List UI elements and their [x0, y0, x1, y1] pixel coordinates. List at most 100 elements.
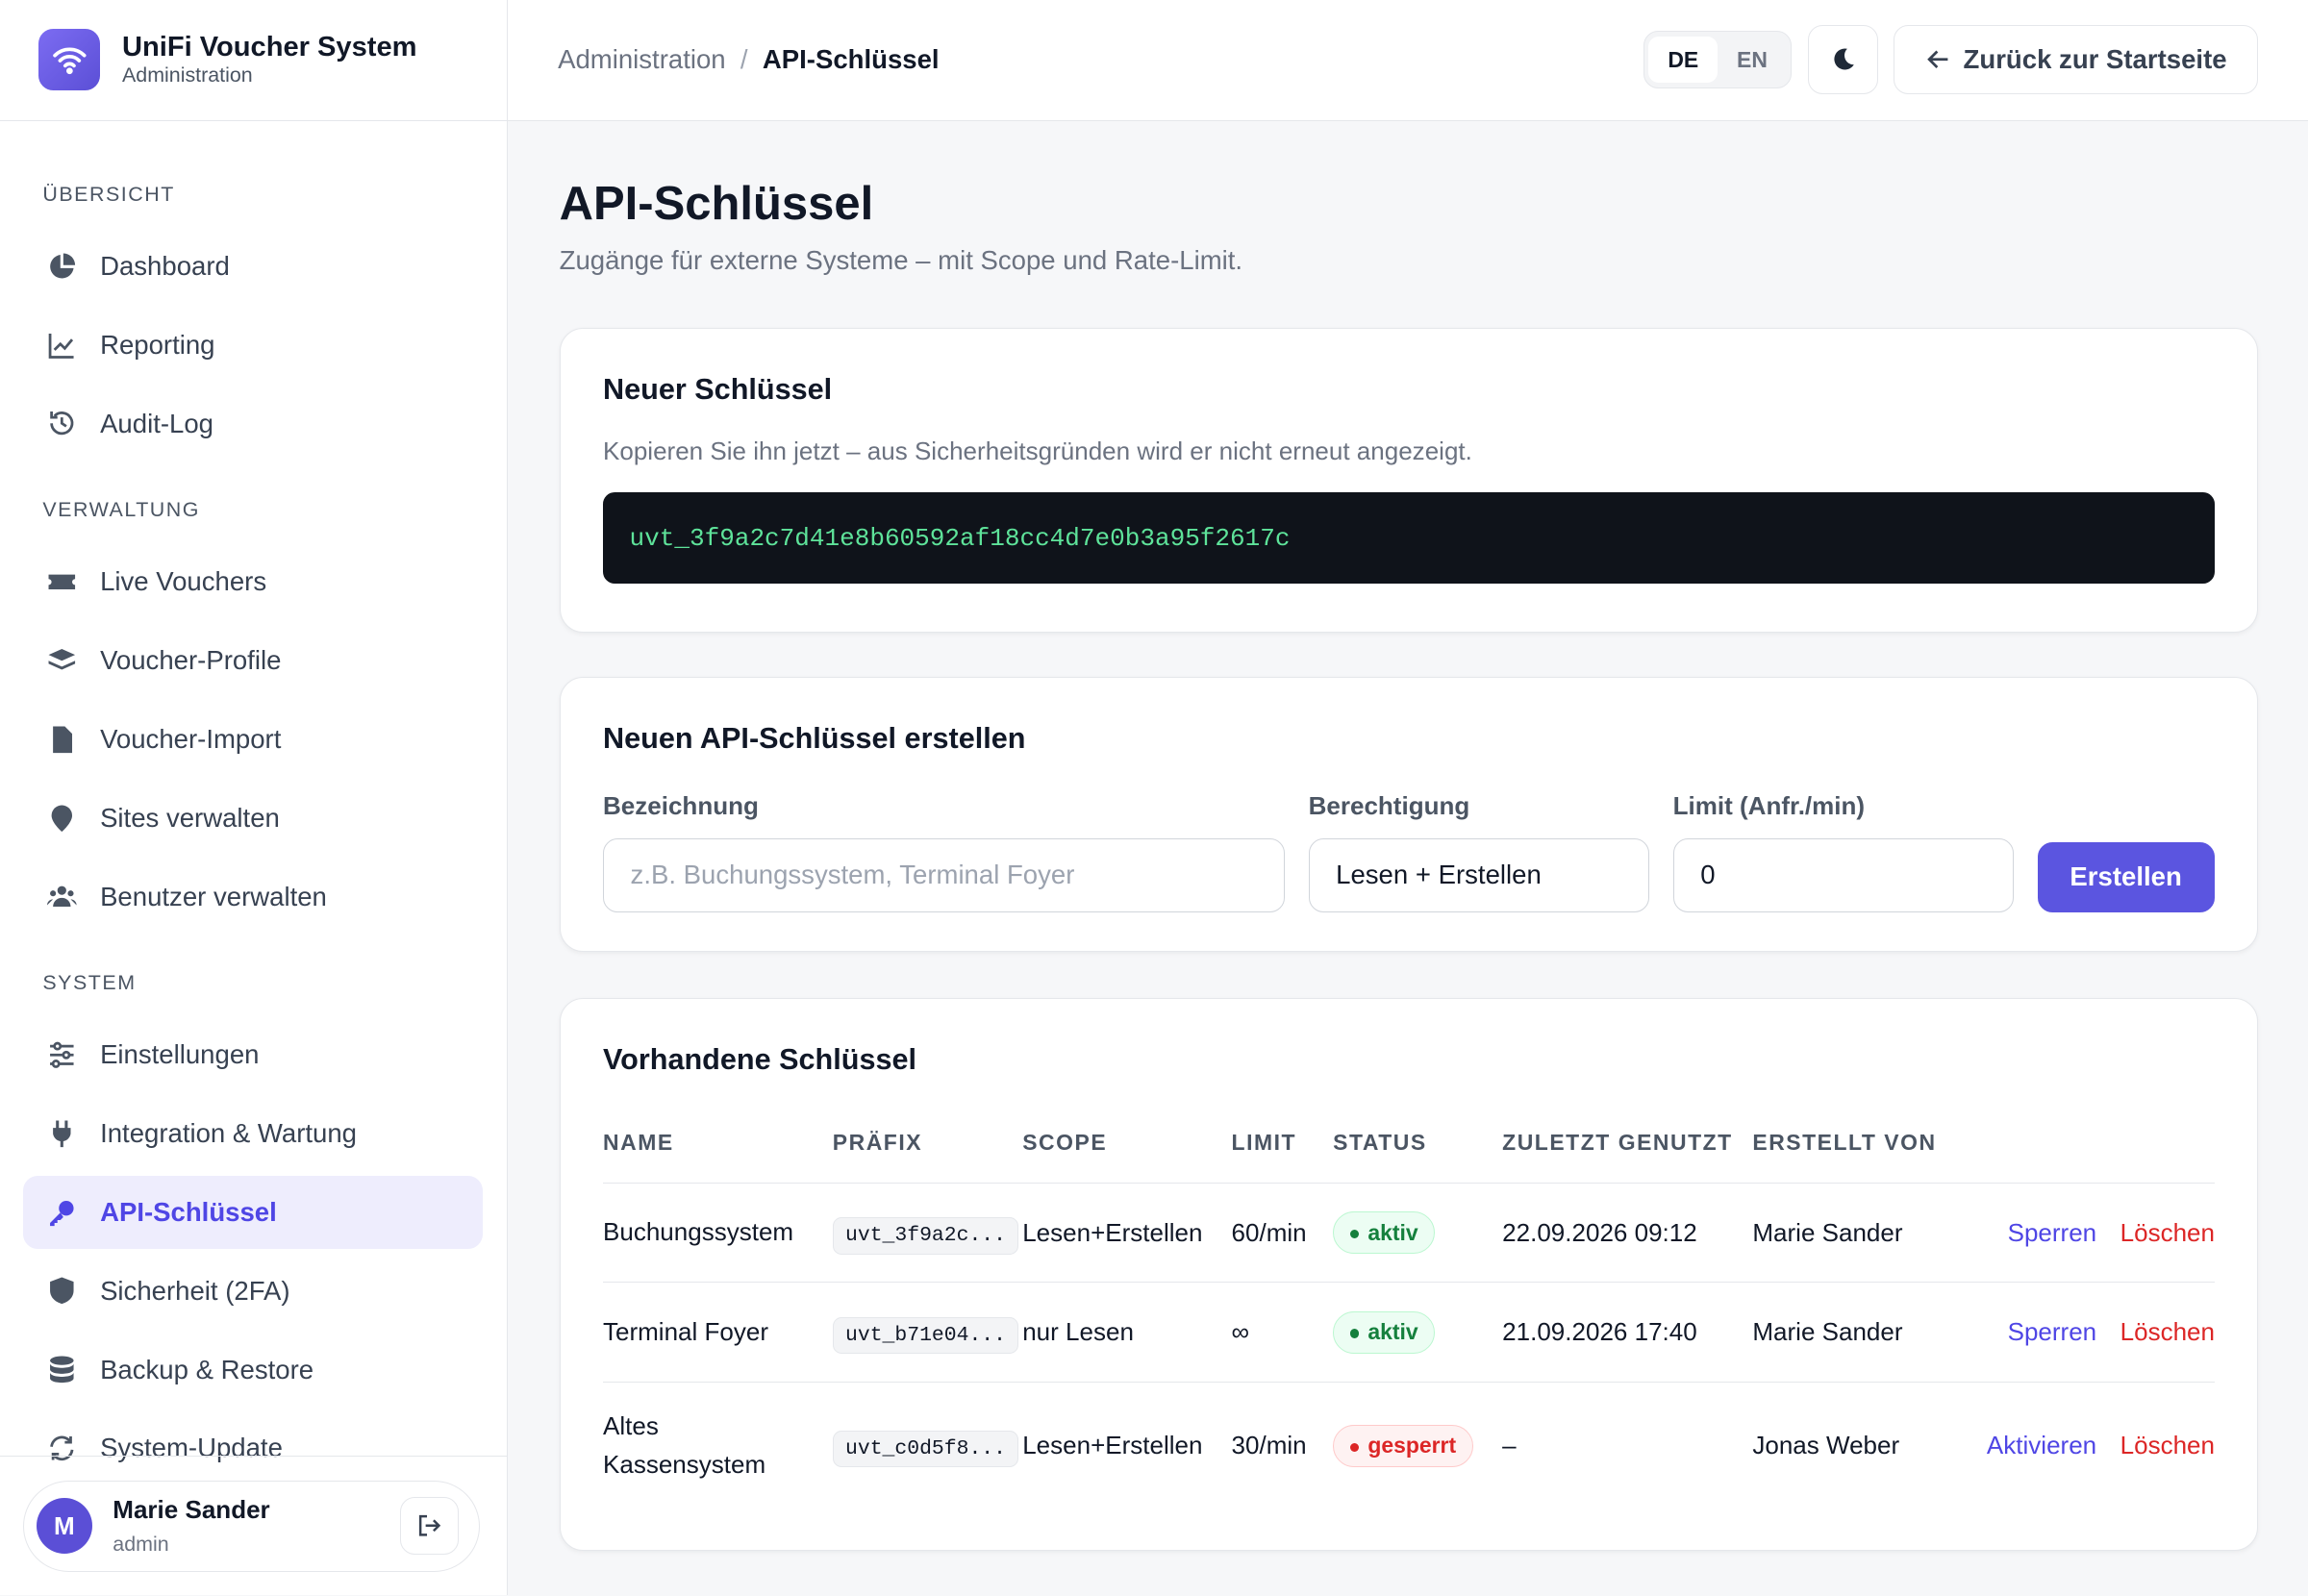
name-input[interactable]: z.B. Buchungssystem, Terminal Foyer — [603, 838, 1286, 912]
nav-label: Backup & Restore — [100, 1354, 314, 1384]
cell-actions: Aktivieren Löschen — [1944, 1382, 2215, 1509]
brand-title: UniFi Voucher System — [122, 32, 417, 63]
cell-actions: Sperren Löschen — [1944, 1282, 2215, 1383]
nav-label: Sites verwalten — [100, 802, 280, 833]
field-label: Limit (Anfr./min) — [1672, 790, 1866, 820]
divider — [0, 1455, 507, 1457]
cell-prefix: uvt_b71e04... — [832, 1282, 1023, 1383]
status-pill: aktiv — [1333, 1210, 1436, 1255]
scope-select[interactable]: Lesen + Erstellen — [1308, 838, 1650, 912]
cell-created-by: Marie Sander — [1752, 1282, 1944, 1383]
cell-limit: ∞ — [1231, 1282, 1334, 1383]
field-label: Bezeichnung — [603, 790, 759, 820]
language-switch: DE EN — [1643, 31, 1793, 89]
nav-item[interactable]: Backup & Restore — [23, 1333, 483, 1407]
nav-label: Integration & Wartung — [100, 1118, 358, 1149]
nav-item-active[interactable]: API-Schlüssel — [23, 1175, 484, 1250]
nav-item[interactable]: Sites verwalten — [23, 782, 483, 856]
nav-label: Voucher-Profile — [100, 645, 282, 676]
cell-status: aktiv — [1333, 1183, 1503, 1284]
nav-item[interactable]: Dashboard — [23, 230, 483, 304]
nav-item[interactable]: Voucher-Profile — [23, 624, 483, 698]
api-key[interactable]: uvt_3f9a2c7d41e8b60592af18cc4d7e0b3a95f2… — [603, 492, 2215, 585]
action-link[interactable]: Sperren — [2007, 1217, 2097, 1247]
user-role: admin — [113, 1533, 169, 1557]
logout-button[interactable] — [400, 1497, 459, 1556]
limit-input[interactable]: 0 — [1672, 838, 2015, 912]
card-note: Kopieren Sie ihn jetzt – aus Sicherheits… — [603, 436, 1472, 465]
lang-option[interactable]: DE — [1648, 37, 1718, 84]
card-heading: Vorhandene Schlüssel — [603, 1042, 917, 1076]
nav-item[interactable]: Sicherheit (2FA) — [23, 1254, 483, 1328]
cell-name: Buchungssystem — [603, 1183, 833, 1284]
cell-scope: nur Lesen — [1022, 1282, 1232, 1383]
theme-toggle[interactable] — [1808, 25, 1878, 95]
cell-created-by: Marie Sander — [1752, 1183, 1944, 1284]
column-header: ZULETZT GENUTZT — [1502, 1103, 1753, 1184]
column-header: SCOPE — [1022, 1103, 1232, 1184]
lang-option[interactable]: EN — [1737, 46, 1768, 72]
action-link[interactable]: Löschen — [2120, 1431, 2215, 1460]
cell-name: Altes Kassensystem — [603, 1410, 766, 1479]
status-pill: aktiv — [1333, 1310, 1436, 1354]
nav-item[interactable]: Reporting — [23, 309, 483, 383]
back-label: Zurück zur Startseite — [1963, 44, 2227, 75]
table-row: Altes Kassensystem uvt_c0d5f8... Lesen+Ers… — [603, 1382, 2215, 1509]
cell-prefix: uvt_3f9a2c... — [832, 1183, 1023, 1284]
cell-name: Terminal Foyer — [603, 1282, 833, 1383]
page-subtitle: Zugänge für externe Systeme – mit Scope … — [559, 244, 1243, 275]
action-link[interactable]: Aktivieren — [1986, 1431, 2097, 1460]
breadcrumb-current: API-Schlüssel — [762, 44, 940, 75]
cell-prefix: uvt_c0d5f8... — [832, 1382, 1022, 1509]
brand-subtitle: Administration — [122, 63, 253, 87]
nav-label: Benutzer verwalten — [100, 881, 327, 911]
keys-card: Vorhandene Schlüssel NAME PRÄFIX SCOPE LIMI… — [559, 997, 2258, 1552]
sidebar: UniFi Voucher System Administration ÜBERS… — [0, 0, 508, 1596]
nav-label: Reporting — [100, 329, 215, 360]
cell-last-used: 21.09.2026 17:40 — [1502, 1282, 1753, 1383]
nav-item[interactable]: Benutzer verwalten — [23, 860, 483, 934]
cell-scope: Lesen+Erstellen — [1022, 1431, 1203, 1460]
column-header: ERSTELLT VON — [1752, 1103, 1944, 1184]
nav-label: Sicherheit (2FA) — [100, 1275, 290, 1306]
prefix-badge: uvt_c0d5f8... — [832, 1431, 1019, 1468]
top-bar: Administration / API-Schlüssel DE EN Zurück… — [508, 0, 2308, 121]
cell-scope: Lesen+Erstellen — [1022, 1183, 1232, 1284]
nav-item[interactable]: Live Vouchers — [23, 545, 483, 619]
table-row: Terminal Foyer uvt_b71e04... nur Lesen ∞ akt… — [603, 1282, 2215, 1383]
cell-actions: Sperren Löschen — [1944, 1183, 2215, 1284]
nav-item[interactable]: System-Update — [23, 1411, 483, 1485]
avatar: M — [36, 1498, 92, 1555]
new-key-card: Neuer Schlüssel Kopieren Sie ihn jetzt –… — [559, 328, 2258, 634]
nav-item[interactable]: Integration & Wartung — [23, 1097, 483, 1171]
nav-label: Voucher-Import — [100, 723, 282, 754]
action-link[interactable]: Sperren — [2007, 1317, 2097, 1347]
keys-table: NAME PRÄFIX SCOPE LIMIT STATUS ZULETZT GENUTZ… — [603, 1103, 2215, 1509]
column-header: PRÄFIX — [832, 1103, 1023, 1184]
cell-status: gesperrt — [1333, 1382, 1502, 1509]
back-button[interactable]: Zurück zur Startseite — [1894, 25, 2258, 95]
status-pill: gesperrt — [1333, 1424, 1473, 1467]
user-name: Marie Sander — [113, 1495, 270, 1525]
cell-status: aktiv — [1333, 1282, 1503, 1383]
nav-label: Live Vouchers — [100, 566, 267, 597]
create-button[interactable]: Erstellen — [2037, 842, 2215, 912]
column-header: NAME — [603, 1103, 833, 1184]
breadcrumb-item[interactable]: Administration — [558, 44, 726, 75]
cell-limit: 60/min — [1231, 1183, 1334, 1284]
action-link[interactable]: Löschen — [2120, 1217, 2215, 1247]
table-row: Buchungssystem uvt_3f9a2c... Lesen+Erstell… — [603, 1183, 2215, 1284]
nav-label: API-Schlüssel — [100, 1196, 277, 1227]
cell-limit: 30/min — [1231, 1431, 1307, 1460]
nav-item[interactable]: Audit-Log — [23, 387, 483, 461]
create-card: Neuen API-Schlüssel erstellen Bezeichnun… — [559, 677, 2258, 953]
nav-item[interactable]: Voucher-Import — [23, 703, 483, 777]
nav-label: System-Update — [100, 1433, 283, 1463]
action-link[interactable]: Löschen — [2120, 1317, 2215, 1347]
nav-item[interactable]: Einstellungen — [23, 1018, 483, 1092]
nav-label: Audit-Log — [100, 408, 213, 438]
user-card: M Marie Sander admin — [23, 1480, 480, 1572]
